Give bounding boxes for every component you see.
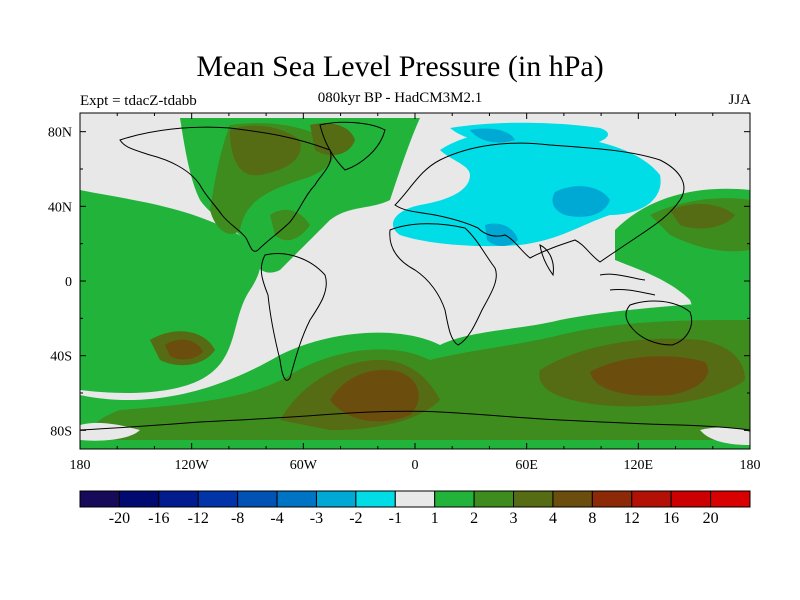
coast-antarctica bbox=[80, 410, 750, 431]
colorbar-label: -12 bbox=[188, 510, 209, 527]
anomaly-southpacific-brown bbox=[165, 339, 203, 360]
anomaly-gulf-darkgreen bbox=[270, 209, 310, 241]
y-tick-label: 80S bbox=[50, 424, 72, 439]
colorbar-swatch bbox=[513, 490, 554, 508]
x-tick-label: 180 bbox=[740, 458, 761, 473]
colorbar-swatch bbox=[158, 490, 199, 508]
colorbar-label: -2 bbox=[349, 510, 362, 527]
anomaly-asia-blue bbox=[552, 186, 610, 217]
y-tick-label: 80N bbox=[48, 126, 72, 141]
x-tick-label: 120W bbox=[175, 458, 210, 473]
colorbar-label: -8 bbox=[231, 510, 244, 527]
anomaly-arctic-blue bbox=[470, 128, 515, 143]
coast-australia bbox=[625, 300, 693, 346]
colorbar-swatch bbox=[434, 490, 475, 508]
anomaly-antarctic-pale-east bbox=[700, 427, 750, 445]
coast-indonesia bbox=[599, 273, 656, 296]
anomaly-indian-brown bbox=[590, 356, 709, 396]
y-tick-label: 0 bbox=[65, 275, 72, 290]
x-tick-label: 60E bbox=[515, 458, 538, 473]
colorbar-label: 3 bbox=[510, 510, 518, 527]
x-tick-label: 120E bbox=[624, 458, 654, 473]
colorbar-swatch bbox=[394, 490, 436, 508]
x-tick-label: 0 bbox=[412, 458, 419, 473]
anomaly-arctic-brown bbox=[230, 125, 301, 176]
colorbar-swatch bbox=[473, 490, 515, 508]
anomaly-southatlantic-brown bbox=[330, 369, 419, 422]
colorbar-swatch bbox=[710, 490, 751, 508]
season-label: JJA bbox=[728, 92, 751, 108]
map-subtitle: 080kyr BP - HadCM3M2.1 bbox=[317, 90, 483, 106]
coast-eurasia bbox=[394, 142, 685, 263]
colorbar-swatch bbox=[197, 490, 239, 508]
y-tick-labels: 80N 40N 0 40S 80S bbox=[48, 126, 72, 440]
coastlines bbox=[80, 121, 750, 431]
coast-south-america bbox=[260, 253, 327, 381]
colorbar-label: 12 bbox=[624, 510, 640, 527]
coast-greenland bbox=[319, 121, 386, 171]
colorbar-label: -4 bbox=[270, 510, 283, 527]
colorbar-swatch bbox=[355, 490, 396, 508]
anomaly-fields bbox=[80, 118, 750, 449]
y-tick-label: 40N bbox=[48, 200, 72, 215]
colorbar-swatch bbox=[631, 490, 672, 508]
colorbar-label: 4 bbox=[549, 510, 557, 527]
colorbar-label: 2 bbox=[470, 510, 478, 527]
colorbar-label: 20 bbox=[703, 510, 719, 527]
colorbar-swatch bbox=[315, 490, 357, 508]
coast-north-america bbox=[119, 126, 332, 252]
colorbar-label: -16 bbox=[148, 510, 169, 527]
y-tick-label: 40S bbox=[50, 350, 72, 365]
colorbar-label: 16 bbox=[663, 510, 679, 527]
colorbar-swatch bbox=[670, 490, 712, 508]
x-tick-label: 60W bbox=[290, 458, 318, 473]
anomaly-pacific-green bbox=[80, 190, 261, 393]
colorbar-swatch bbox=[276, 490, 317, 508]
anomaly-westpacific-brown bbox=[670, 203, 735, 229]
colorbar-swatch bbox=[118, 490, 160, 508]
colorbar-swatch bbox=[237, 490, 278, 508]
anomaly-middleeast-blue bbox=[485, 223, 518, 246]
colorbar-swatch bbox=[79, 490, 120, 508]
map-title: Mean Sea Level Pressure (in hPa) bbox=[196, 50, 604, 83]
colorbar-swatch bbox=[591, 490, 633, 508]
colorbar-label: -3 bbox=[310, 510, 323, 527]
colorbar-label: 8 bbox=[588, 510, 596, 527]
colorbar-label: -1 bbox=[389, 510, 402, 527]
colorbar-label: -20 bbox=[109, 510, 130, 527]
coast-africa bbox=[389, 223, 497, 346]
coast-india bbox=[539, 244, 554, 277]
colorbar-label: 1 bbox=[431, 510, 439, 527]
axis-ticks bbox=[79, 113, 751, 449]
anomaly-eurasia-cyan bbox=[392, 130, 661, 247]
experiment-label: Expt = tdacZ-tdabb bbox=[80, 93, 197, 109]
colorbar: -20 -16 -12 -8 -4 -3 -2 -1 1 2 3 4 8 12 16 20 bbox=[79, 490, 751, 527]
x-tick-labels: 180 120W 60W 0 60E 120E 180 bbox=[70, 458, 761, 473]
colorbar-swatch bbox=[552, 490, 593, 508]
x-tick-label: 180 bbox=[70, 458, 91, 473]
